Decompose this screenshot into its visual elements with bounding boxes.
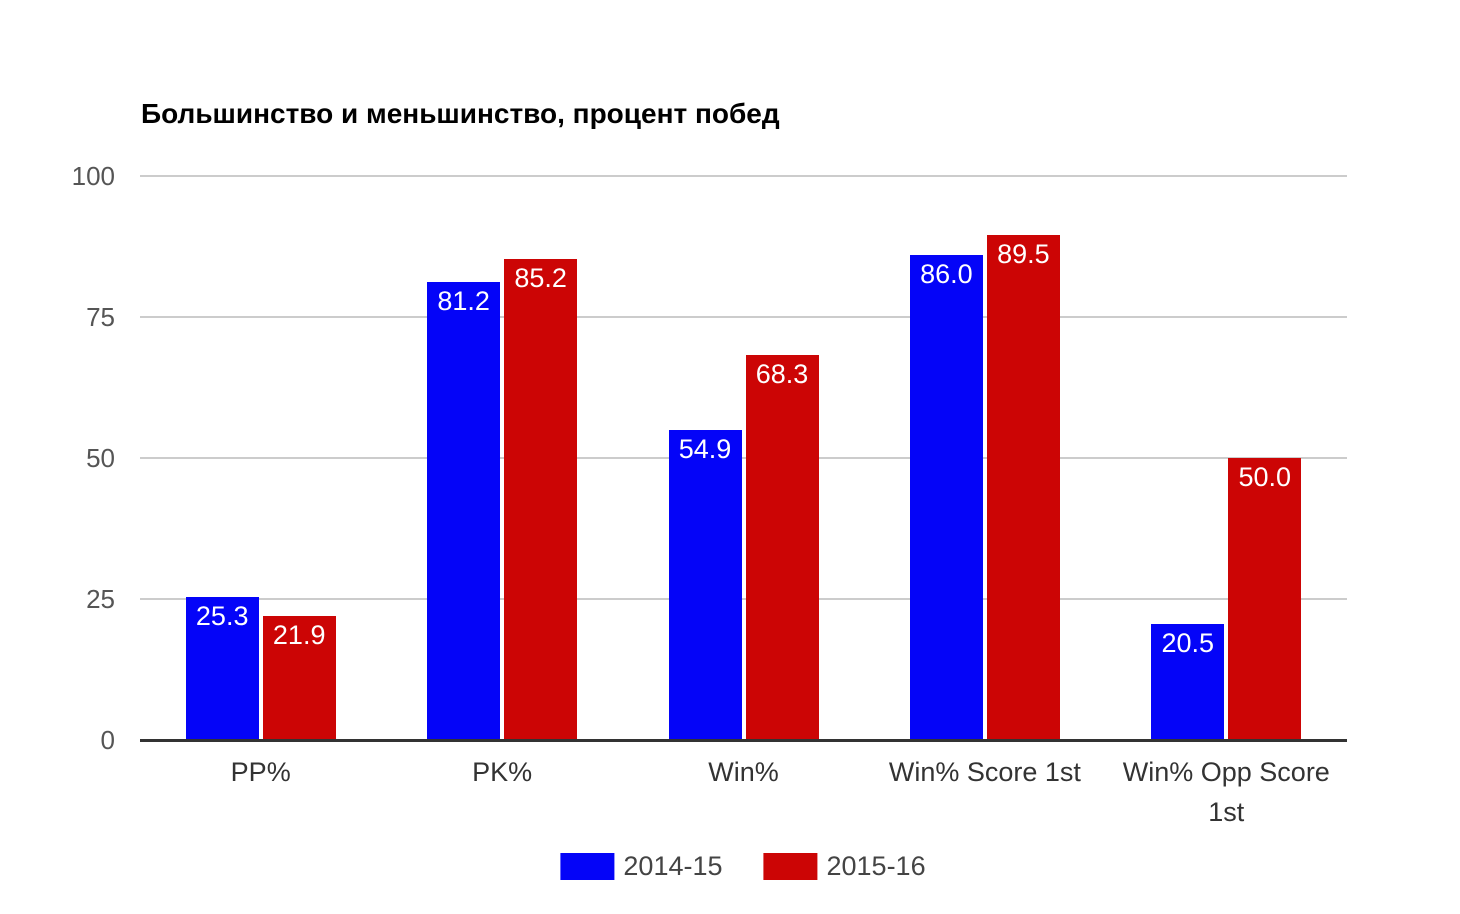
- bar-value-label: 86.0: [920, 258, 973, 289]
- bar-2015-16-PK%: 85.2: [504, 259, 578, 740]
- legend-swatch-2014-15: [560, 852, 615, 880]
- bar-value-label: 54.9: [678, 434, 732, 465]
- bar-value-label: 50.0: [1238, 462, 1292, 492]
- x-axis-label: Win%: [708, 757, 779, 787]
- bar-value-label: 85.2: [514, 263, 567, 294]
- bar-2014-15-PK%: 81.2: [427, 282, 501, 740]
- gridline: [140, 598, 1347, 600]
- legend-label-2015-16: 2015-16: [826, 851, 926, 881]
- bar-value-label: 81.2: [437, 286, 490, 317]
- bar-value-label: 25.3: [195, 601, 249, 632]
- legend-item-2015-16: 2015-16: [763, 851, 926, 881]
- bar-2015-16-Win%: 68.3: [745, 354, 819, 740]
- bar-2014-15-PP%: 25.3: [185, 597, 259, 740]
- chart-title: Большинство и меньшинство, процент побед: [141, 98, 780, 129]
- bar-2014-15-Win% Opp Score 1st: 20.5: [1151, 624, 1225, 740]
- bar-2015-16-Win% Score 1st: 89.5: [986, 235, 1060, 740]
- bar-value-label: 68.3: [755, 358, 809, 389]
- x-axis-label: PK%: [472, 757, 533, 787]
- x-axis-label: Win% Score 1st: [888, 757, 1081, 787]
- legend-swatch-2015-16: [763, 852, 818, 880]
- x-axis-label: Win% Opp Score 1st: [1122, 757, 1330, 827]
- legend: 2014-15 2015-16: [560, 851, 926, 881]
- bar-value-label: 20.5: [1161, 628, 1215, 659]
- y-axis-tick-label: 75: [86, 302, 115, 332]
- bar-2015-16-Win% Opp Score 1st: 50.0: [1228, 458, 1302, 740]
- y-axis-tick-label: 0: [100, 725, 115, 755]
- legend-label-2014-15: 2014-15: [623, 851, 723, 881]
- y-axis-tick-label: 50: [86, 443, 115, 473]
- y-axis-tick-label: 100: [71, 161, 115, 191]
- bar-2015-16-PP%: 21.9: [262, 616, 336, 740]
- gridline: [140, 316, 1347, 318]
- y-axis-tick-label: 25: [86, 584, 115, 614]
- x-axis-line: [140, 739, 1347, 742]
- bar-value-label: 21.9: [272, 620, 326, 651]
- bar-2014-15-Win%: 54.9: [668, 430, 742, 740]
- x-axis-label: PP%: [230, 757, 291, 787]
- bar-2014-15-Win% Score 1st: 86.0: [909, 254, 983, 740]
- gridline: [140, 457, 1347, 459]
- gridline: [140, 175, 1347, 177]
- bar-value-label: 89.5: [997, 239, 1050, 270]
- legend-item-2014-15: 2014-15: [560, 851, 723, 881]
